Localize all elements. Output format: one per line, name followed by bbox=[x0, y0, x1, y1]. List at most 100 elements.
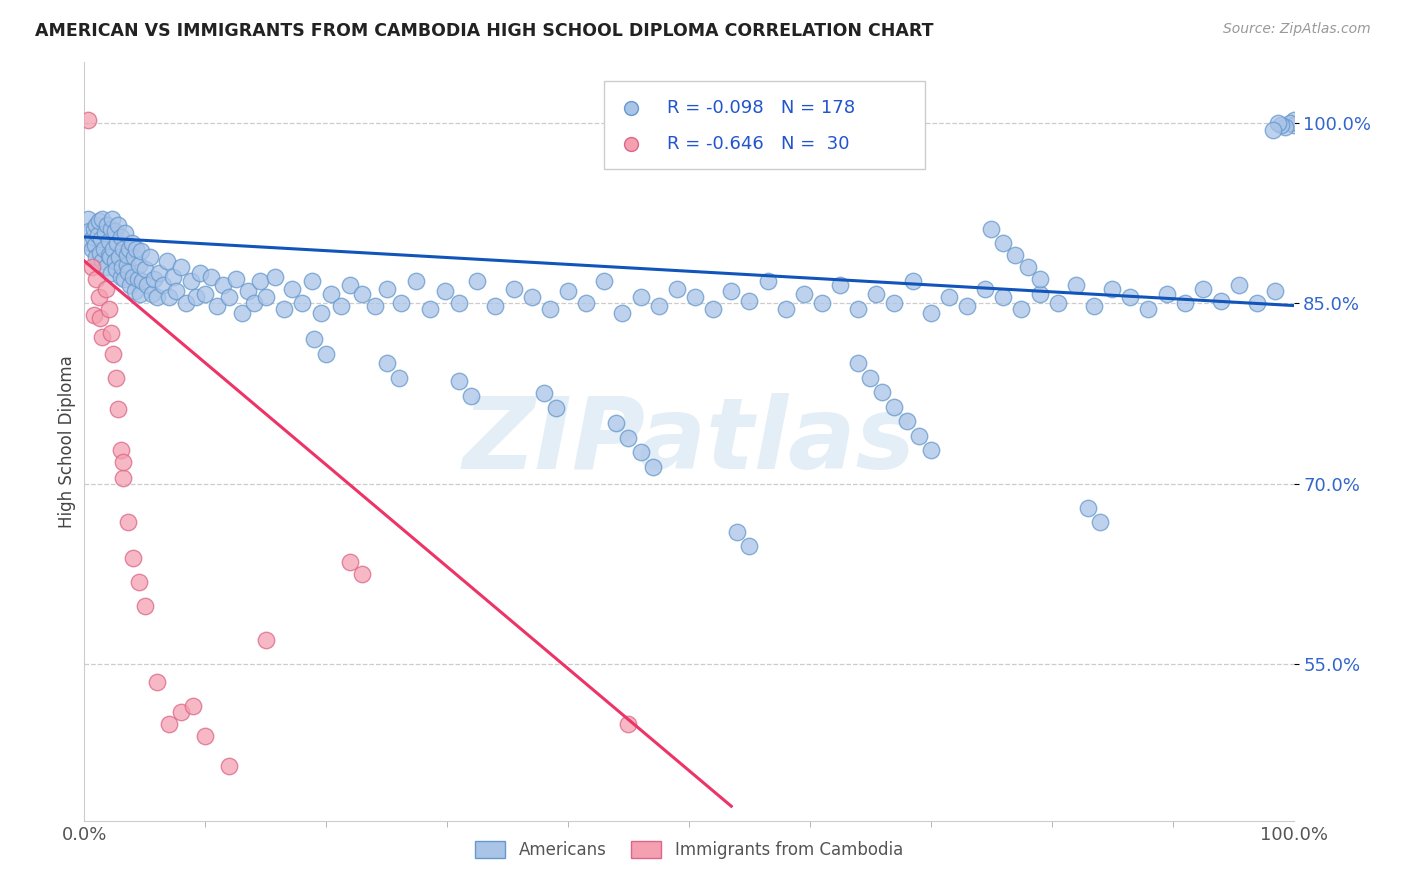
Point bbox=[127, 272, 149, 286]
Point bbox=[146, 290, 169, 304]
Point bbox=[165, 284, 187, 298]
Point bbox=[128, 575, 150, 590]
Point bbox=[125, 242, 148, 256]
Point bbox=[1028, 272, 1050, 286]
Point bbox=[405, 275, 427, 289]
Point bbox=[375, 282, 398, 296]
Point bbox=[993, 290, 1015, 304]
Point bbox=[1174, 296, 1197, 310]
Point bbox=[91, 254, 114, 268]
Point bbox=[83, 308, 105, 322]
Point bbox=[389, 296, 412, 310]
Point bbox=[131, 275, 153, 289]
Point bbox=[162, 269, 184, 284]
Point bbox=[134, 262, 156, 277]
Point bbox=[96, 218, 118, 232]
Point bbox=[433, 284, 456, 298]
Point bbox=[157, 290, 180, 304]
Point bbox=[86, 272, 108, 286]
Point bbox=[86, 251, 108, 265]
Point bbox=[143, 272, 166, 286]
Point bbox=[872, 385, 894, 400]
Point bbox=[956, 299, 979, 313]
Point bbox=[1261, 123, 1284, 137]
Point bbox=[98, 251, 121, 265]
Point bbox=[756, 275, 779, 289]
Point bbox=[775, 302, 797, 317]
Point bbox=[1209, 293, 1232, 308]
Point bbox=[1267, 115, 1289, 129]
Point bbox=[112, 470, 135, 484]
Point bbox=[1278, 115, 1301, 129]
Point bbox=[114, 227, 136, 241]
Point bbox=[339, 278, 361, 293]
Point bbox=[200, 269, 222, 284]
Y-axis label: High School Diploma: High School Diploma bbox=[58, 355, 76, 528]
Point bbox=[112, 242, 135, 256]
Point bbox=[630, 290, 652, 304]
Point bbox=[449, 296, 471, 310]
Point bbox=[315, 347, 337, 361]
Point bbox=[720, 284, 742, 298]
Point bbox=[352, 286, 374, 301]
Point bbox=[152, 278, 174, 293]
Point bbox=[683, 290, 706, 304]
Point bbox=[84, 238, 107, 252]
Point bbox=[484, 299, 506, 313]
Point bbox=[103, 347, 125, 361]
Point bbox=[301, 275, 323, 289]
Point bbox=[533, 386, 555, 401]
Point bbox=[467, 275, 489, 289]
Point bbox=[115, 258, 138, 272]
FancyBboxPatch shape bbox=[605, 81, 925, 169]
Point bbox=[264, 269, 287, 284]
Point bbox=[89, 245, 111, 260]
Point bbox=[907, 428, 929, 442]
Point bbox=[129, 244, 152, 259]
Point bbox=[1282, 113, 1305, 128]
Point bbox=[89, 310, 111, 325]
Point bbox=[538, 302, 561, 317]
Point bbox=[108, 251, 131, 265]
Point bbox=[329, 299, 352, 313]
Point bbox=[502, 282, 524, 296]
Point bbox=[146, 675, 169, 690]
Point bbox=[148, 266, 170, 280]
Point bbox=[110, 269, 132, 284]
Point bbox=[110, 442, 132, 457]
Point bbox=[302, 332, 325, 346]
Point bbox=[593, 275, 616, 289]
Point bbox=[1011, 302, 1033, 317]
Text: ZIPatlas: ZIPatlas bbox=[463, 393, 915, 490]
Point bbox=[980, 221, 1002, 235]
Point bbox=[242, 296, 264, 310]
Point bbox=[974, 282, 997, 296]
Point bbox=[141, 286, 163, 301]
Point bbox=[91, 211, 114, 226]
Point bbox=[80, 242, 103, 256]
Point bbox=[101, 211, 124, 226]
Point bbox=[920, 306, 942, 320]
Point bbox=[121, 551, 143, 566]
Point bbox=[90, 232, 112, 246]
Point bbox=[1246, 296, 1268, 310]
Point bbox=[1004, 248, 1026, 262]
Point bbox=[97, 248, 120, 262]
Point bbox=[190, 266, 212, 280]
Point bbox=[87, 290, 110, 304]
Point bbox=[605, 417, 627, 431]
Point bbox=[630, 445, 652, 459]
Point bbox=[134, 599, 156, 614]
Point bbox=[883, 296, 905, 310]
Point bbox=[231, 306, 253, 320]
Point bbox=[83, 221, 105, 235]
Point bbox=[254, 633, 277, 648]
Point bbox=[117, 265, 139, 279]
Text: AMERICAN VS IMMIGRANTS FROM CAMBODIA HIGH SCHOOL DIPLOMA CORRELATION CHART: AMERICAN VS IMMIGRANTS FROM CAMBODIA HIG… bbox=[35, 22, 934, 40]
Point bbox=[194, 730, 217, 744]
Point bbox=[97, 234, 120, 248]
Point bbox=[648, 299, 671, 313]
Point bbox=[138, 251, 160, 265]
Point bbox=[184, 290, 207, 304]
Point bbox=[617, 717, 640, 731]
